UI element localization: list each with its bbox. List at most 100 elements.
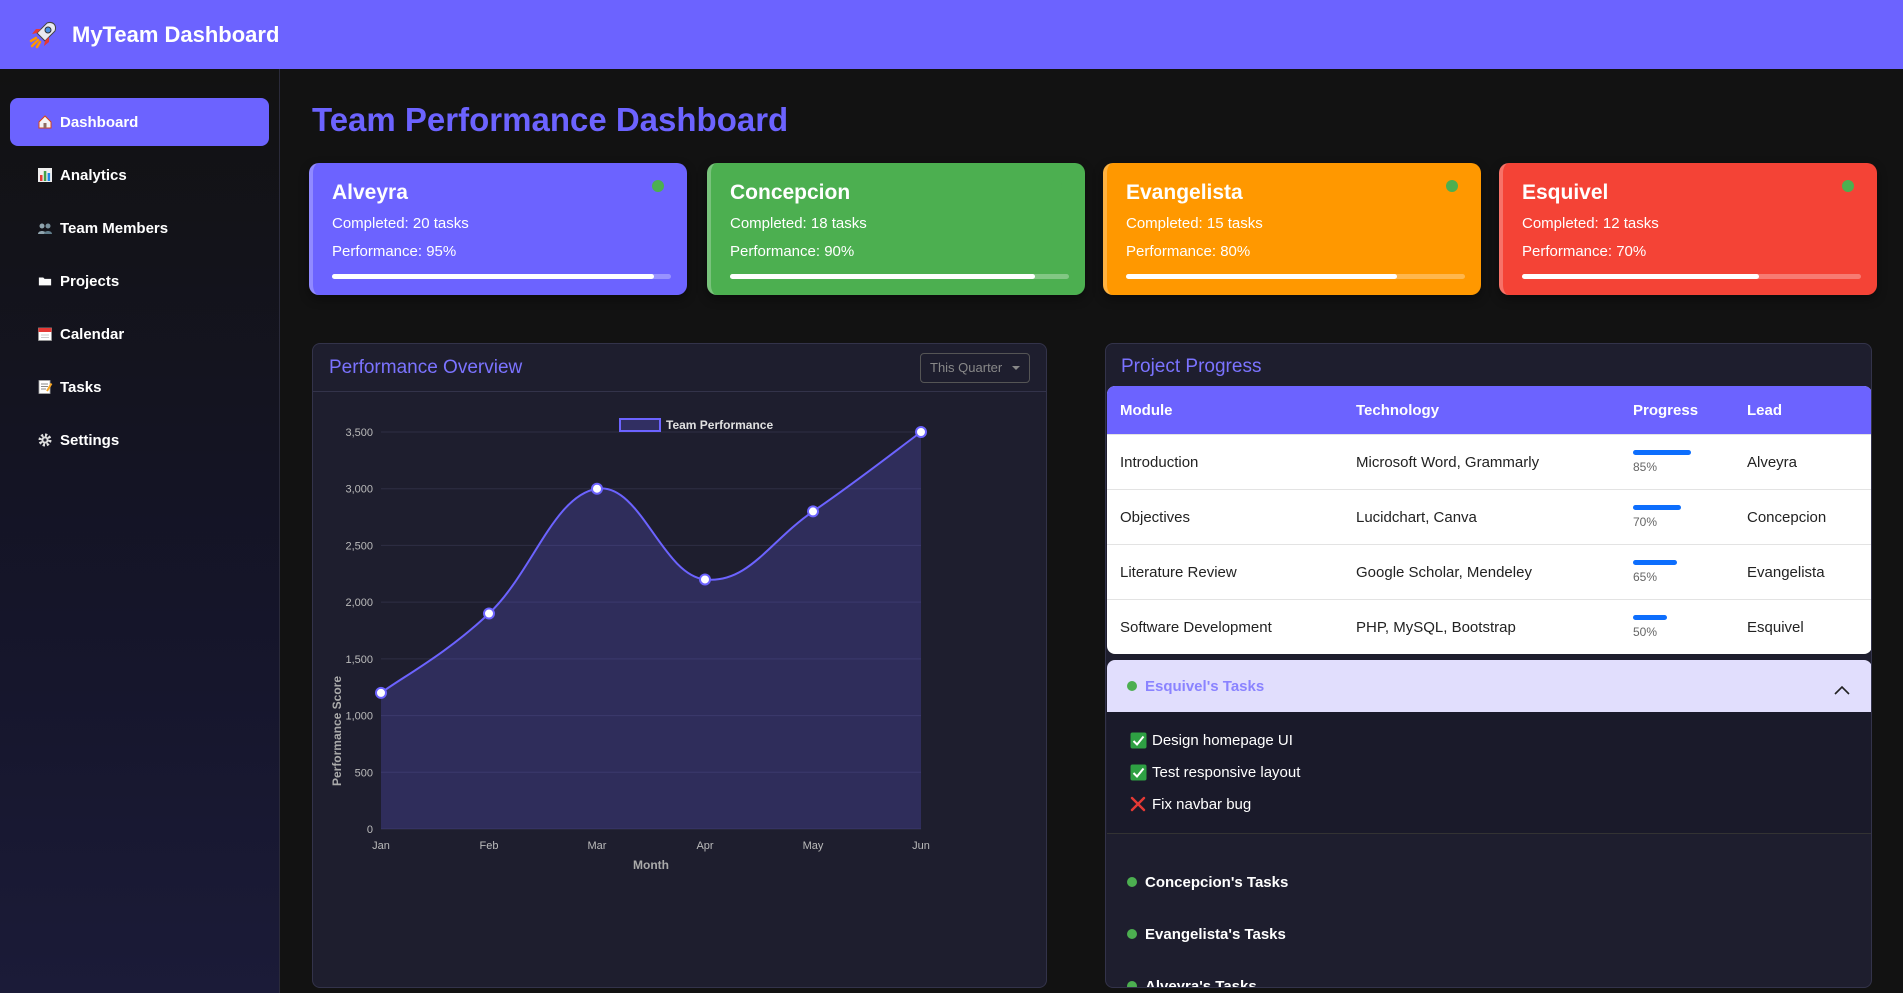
online-status-dot <box>1842 180 1854 192</box>
accordion-label: Evangelista's Tasks <box>1145 925 1286 943</box>
progress-percent: 50% <box>1633 625 1658 639</box>
online-status-dot <box>1446 180 1458 192</box>
member-name: Evangelista <box>1126 181 1243 204</box>
column-header-module[interactable]: Module <box>1120 401 1173 419</box>
folder-icon <box>36 272 54 290</box>
x-tick-label: Jan <box>372 840 390 852</box>
member-completed: Completed: 20 tasks <box>332 215 469 232</box>
table-row: Literature Review Google Scholar, Mendel… <box>1107 544 1871 599</box>
accordion-header-evangelista[interactable]: Evangelista's Tasks <box>1107 908 1871 960</box>
chart-grid <box>381 431 921 830</box>
sidebar-item-settings[interactable]: Settings <box>10 416 269 464</box>
chevron-up-icon <box>1834 682 1850 700</box>
sidebar: Dashboard Analytics Team Members Project… <box>0 69 280 993</box>
performance-overview-header: Performance Overview This Quarter <box>313 344 1046 392</box>
cell-lead: Evangelista <box>1747 563 1825 581</box>
accordion-label: Esquivel's Tasks <box>1145 677 1265 695</box>
cell-progress: 50% <box>1620 615 1734 639</box>
sidebar-item-projects[interactable]: Projects <box>10 257 269 305</box>
progress-percent: 65% <box>1633 570 1658 584</box>
member-performance: Performance: 70% <box>1522 243 1647 260</box>
legend-swatch <box>619 418 661 432</box>
sidebar-item-label: Analytics <box>60 166 127 184</box>
chevron-down-icon <box>1012 365 1020 370</box>
y-tick-label: 2,000 <box>345 597 373 609</box>
cell-progress: 85% <box>1620 450 1734 474</box>
column-header-progress[interactable]: Progress <box>1633 401 1699 419</box>
range-select[interactable]: This Quarter <box>920 352 1030 383</box>
sidebar-item-label: Team Members <box>60 219 169 237</box>
page-title: Team Performance Dashboard <box>312 101 789 138</box>
performance-bar-fill <box>1522 274 1760 279</box>
member-name: Esquivel <box>1522 181 1609 204</box>
data-point[interactable] <box>375 686 387 699</box>
calendar-icon <box>36 325 54 343</box>
performance-bar-fill <box>332 274 655 279</box>
users-icon <box>36 219 54 237</box>
performance-bar <box>1522 274 1861 279</box>
member-card[interactable]: Concepcion Completed: 18 tasks Performan… <box>707 163 1085 295</box>
cell-technology: PHP, MySQL, Bootstrap <box>1356 618 1516 636</box>
member-card[interactable]: Alveyra Completed: 20 tasks Performance:… <box>309 163 687 295</box>
progress-percent: 70% <box>1633 515 1658 529</box>
x-tick-label: Apr <box>696 840 713 852</box>
cross-icon[interactable] <box>1129 795 1147 813</box>
y-axis-ticks: 0 500 1,000 1,500 2,000 2,500 3,000 3,500 <box>345 427 373 836</box>
x-tick-label: Feb <box>480 840 499 852</box>
cell-module: Literature Review <box>1120 563 1237 581</box>
data-point[interactable] <box>483 607 495 620</box>
data-point[interactable] <box>699 573 711 586</box>
member-card[interactable]: Evangelista Completed: 15 tasks Performa… <box>1103 163 1481 295</box>
y-tick-label: 1,000 <box>345 711 373 723</box>
sidebar-item-label: Projects <box>60 272 120 290</box>
accordion-header-concepcion[interactable]: Concepcion's Tasks <box>1107 856 1871 908</box>
data-point[interactable] <box>915 426 927 438</box>
x-tick-label: May <box>803 840 824 852</box>
range-select-value: This Quarter <box>930 360 1003 375</box>
y-tick-label: 1,500 <box>345 654 373 666</box>
member-name: Alveyra <box>332 181 408 204</box>
online-status-dot <box>1050 180 1062 192</box>
home-icon <box>36 113 54 131</box>
sidebar-item-analytics[interactable]: Analytics <box>10 151 269 199</box>
sidebar-item-dashboard[interactable]: Dashboard <box>10 98 269 146</box>
y-tick-label: 2,500 <box>345 540 373 552</box>
cell-progress: 65% <box>1620 560 1734 584</box>
table-row: Software Development PHP, MySQL, Bootstr… <box>1107 599 1871 654</box>
member-completed: Completed: 18 tasks <box>730 215 867 232</box>
member-performance: Performance: 95% <box>332 243 457 260</box>
x-tick-label: Jun <box>912 840 930 852</box>
accordion-label: Concepcion's Tasks <box>1145 873 1289 891</box>
cell-progress: 70% <box>1620 505 1734 529</box>
column-header-technology[interactable]: Technology <box>1356 401 1440 419</box>
project-table: Module Technology Progress Lead Introduc… <box>1107 386 1871 654</box>
accordion-header-esquivel[interactable]: Esquivel's Tasks <box>1107 660 1871 712</box>
check-icon[interactable] <box>1129 731 1147 749</box>
check-icon[interactable] <box>1129 763 1147 781</box>
performance-bar <box>1126 274 1465 279</box>
x-axis-label: Month <box>633 858 669 872</box>
table-header: Module Technology Progress Lead <box>1107 386 1871 434</box>
status-dot <box>1127 877 1137 887</box>
sidebar-item-calendar[interactable]: Calendar <box>10 310 269 358</box>
progress-bar <box>1633 560 1678 565</box>
sidebar-item-tasks[interactable]: Tasks <box>10 363 269 411</box>
sidebar-item-label: Dashboard <box>60 113 139 131</box>
y-axis-label: Performance Score <box>330 676 344 786</box>
data-point[interactable] <box>591 482 603 495</box>
member-card[interactable]: Esquivel Completed: 12 tasks Performance… <box>1499 163 1877 295</box>
progress-bar <box>1633 615 1667 620</box>
member-completed: Completed: 15 tasks <box>1126 215 1263 232</box>
sidebar-item-team-members[interactable]: Team Members <box>10 204 269 252</box>
chart-legend[interactable]: Team Performance <box>619 418 773 432</box>
data-point[interactable] <box>807 505 819 518</box>
column-header-lead[interactable]: Lead <box>1747 401 1783 419</box>
series-area <box>381 432 921 829</box>
progress-percent: 85% <box>1633 460 1658 474</box>
series-points <box>375 426 927 699</box>
accordion-header-alveyra[interactable]: Alveyra's Tasks <box>1107 960 1871 987</box>
project-progress-title: Project Progress <box>1121 356 1262 377</box>
cell-lead: Alveyra <box>1747 453 1798 471</box>
gear-icon <box>36 431 54 449</box>
cell-lead: Concepcion <box>1747 508 1827 526</box>
